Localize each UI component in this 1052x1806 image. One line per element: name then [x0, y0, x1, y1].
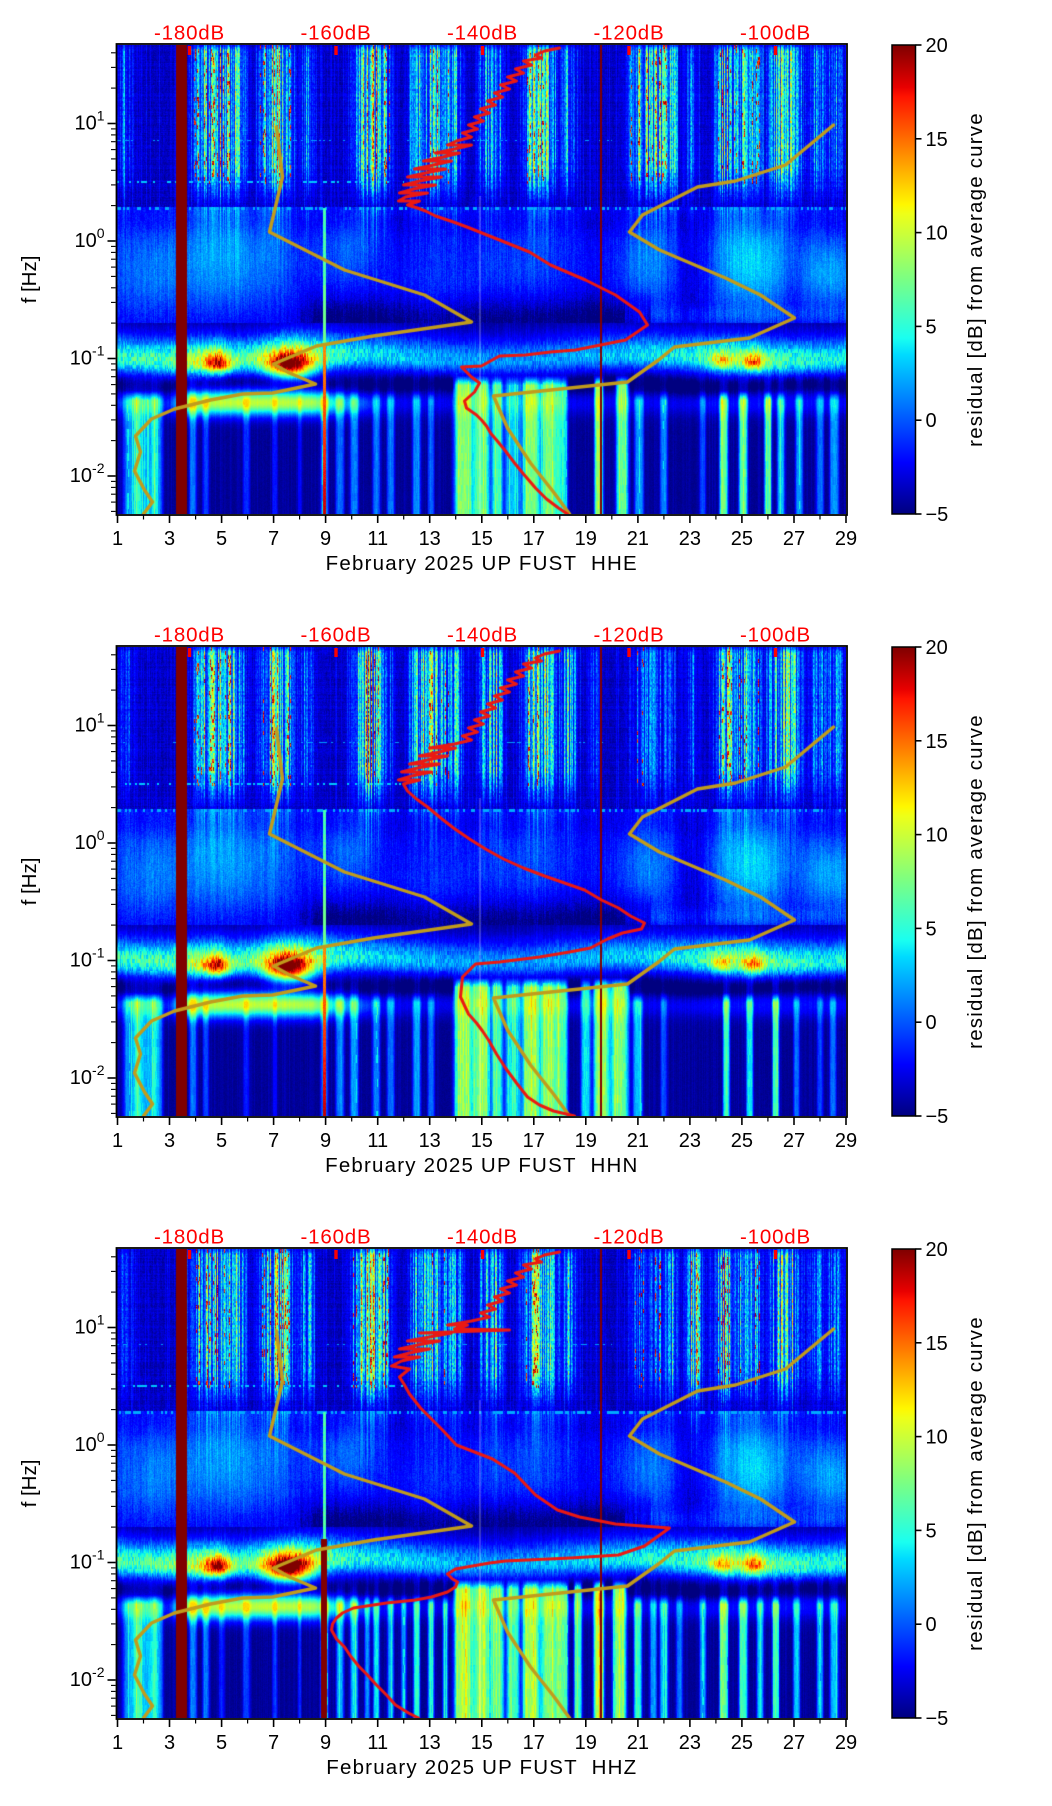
svg-text:25: 25	[731, 528, 753, 550]
svg-text:9: 9	[320, 1732, 331, 1754]
svg-text:3: 3	[164, 1732, 175, 1754]
svg-text:10: 10	[926, 1427, 948, 1449]
svg-text:0: 0	[926, 1012, 937, 1034]
svg-text:10: 10	[926, 825, 948, 847]
svg-text:11: 11	[367, 1732, 388, 1754]
svg-text:-160dB: -160dB	[301, 624, 372, 647]
svg-text:20: 20	[926, 637, 948, 659]
svg-text:17: 17	[523, 1130, 545, 1152]
svg-text:3: 3	[164, 528, 175, 550]
svg-text:19: 19	[575, 1130, 597, 1152]
svg-text:February 2025 UP FUST HHZ: February 2025 UP FUST HHZ	[326, 1756, 637, 1779]
svg-text:f [Hz]: f [Hz]	[18, 858, 41, 906]
svg-text:27: 27	[783, 1130, 805, 1152]
svg-text:5: 5	[216, 1130, 227, 1152]
svg-text:residual [dB] from average cur: residual [dB] from average curve	[964, 1316, 987, 1651]
svg-text:5: 5	[926, 316, 937, 338]
svg-text:1: 1	[112, 528, 123, 550]
svg-text:-120dB: -120dB	[594, 624, 665, 647]
svg-text:101: 101	[74, 1312, 104, 1339]
svg-text:23: 23	[679, 1130, 701, 1152]
svg-text:29: 29	[835, 1130, 857, 1152]
svg-text:-140dB: -140dB	[447, 1226, 518, 1249]
svg-text:0: 0	[926, 1614, 937, 1636]
svg-text:21: 21	[627, 1732, 649, 1754]
svg-text:15: 15	[471, 1130, 493, 1152]
svg-text:11: 11	[367, 528, 388, 550]
svg-text:15: 15	[926, 129, 948, 151]
svg-text:10-1: 10-1	[70, 945, 105, 972]
svg-text:−5: −5	[926, 1708, 949, 1730]
svg-text:17: 17	[523, 1732, 545, 1754]
svg-text:21: 21	[627, 528, 649, 550]
svg-text:residual [dB] from average cur: residual [dB] from average curve	[964, 112, 987, 447]
svg-text:0: 0	[926, 410, 937, 432]
svg-text:15: 15	[471, 528, 493, 550]
svg-text:25: 25	[731, 1732, 753, 1754]
svg-text:13: 13	[419, 1732, 441, 1754]
svg-text:3: 3	[164, 1130, 175, 1152]
svg-text:101: 101	[74, 108, 104, 135]
svg-text:February 2025 UP FUST HHE: February 2025 UP FUST HHE	[326, 552, 638, 575]
svg-text:f [Hz]: f [Hz]	[18, 1460, 41, 1508]
svg-text:10-2: 10-2	[70, 1664, 105, 1691]
svg-text:7: 7	[268, 1732, 279, 1754]
svg-text:20: 20	[926, 1239, 948, 1261]
svg-text:21: 21	[627, 1130, 649, 1152]
svg-text:-100dB: -100dB	[740, 624, 811, 647]
svg-text:10-1: 10-1	[70, 343, 105, 370]
svg-text:residual [dB] from average cur: residual [dB] from average curve	[964, 714, 987, 1049]
svg-text:15: 15	[471, 1732, 493, 1754]
svg-text:19: 19	[575, 528, 597, 550]
svg-text:11: 11	[367, 1130, 388, 1152]
svg-text:17: 17	[523, 528, 545, 550]
svg-text:-100dB: -100dB	[740, 1226, 811, 1249]
svg-text:13: 13	[419, 528, 441, 550]
svg-text:20: 20	[926, 35, 948, 57]
svg-text:19: 19	[575, 1732, 597, 1754]
svg-text:10-2: 10-2	[70, 1062, 105, 1089]
svg-text:9: 9	[320, 528, 331, 550]
svg-text:5: 5	[216, 528, 227, 550]
svg-text:-120dB: -120dB	[594, 22, 665, 45]
svg-text:-120dB: -120dB	[594, 1226, 665, 1249]
svg-text:9: 9	[320, 1130, 331, 1152]
svg-text:-180dB: -180dB	[154, 1226, 225, 1249]
svg-text:5: 5	[926, 1520, 937, 1542]
svg-text:27: 27	[783, 528, 805, 550]
svg-text:February 2025 UP FUST HHN: February 2025 UP FUST HHN	[325, 1154, 638, 1177]
svg-text:f [Hz]: f [Hz]	[18, 256, 41, 304]
svg-text:-180dB: -180dB	[154, 624, 225, 647]
svg-text:100: 100	[74, 1429, 104, 1456]
svg-text:15: 15	[926, 731, 948, 753]
svg-text:−5: −5	[926, 1106, 949, 1128]
svg-text:-140dB: -140dB	[447, 624, 518, 647]
svg-text:1: 1	[112, 1130, 123, 1152]
svg-text:-100dB: -100dB	[740, 22, 811, 45]
svg-text:100: 100	[74, 827, 104, 854]
svg-text:5: 5	[926, 918, 937, 940]
svg-text:-160dB: -160dB	[301, 1226, 372, 1249]
svg-text:10-1: 10-1	[70, 1547, 105, 1574]
svg-text:10: 10	[926, 223, 948, 245]
svg-text:13: 13	[419, 1130, 441, 1152]
svg-text:27: 27	[783, 1732, 805, 1754]
svg-text:100: 100	[74, 225, 104, 252]
svg-text:10-2: 10-2	[70, 460, 105, 487]
svg-text:1: 1	[112, 1732, 123, 1754]
svg-text:7: 7	[268, 1130, 279, 1152]
svg-text:5: 5	[216, 1732, 227, 1754]
svg-text:25: 25	[731, 1130, 753, 1152]
svg-text:-180dB: -180dB	[154, 22, 225, 45]
svg-text:23: 23	[679, 1732, 701, 1754]
svg-text:7: 7	[268, 528, 279, 550]
svg-text:23: 23	[679, 528, 701, 550]
svg-text:-160dB: -160dB	[301, 22, 372, 45]
svg-text:29: 29	[835, 528, 857, 550]
svg-text:101: 101	[74, 710, 104, 737]
svg-text:-140dB: -140dB	[447, 22, 518, 45]
svg-text:15: 15	[926, 1333, 948, 1355]
svg-text:29: 29	[835, 1732, 857, 1754]
svg-text:−5: −5	[926, 504, 949, 526]
